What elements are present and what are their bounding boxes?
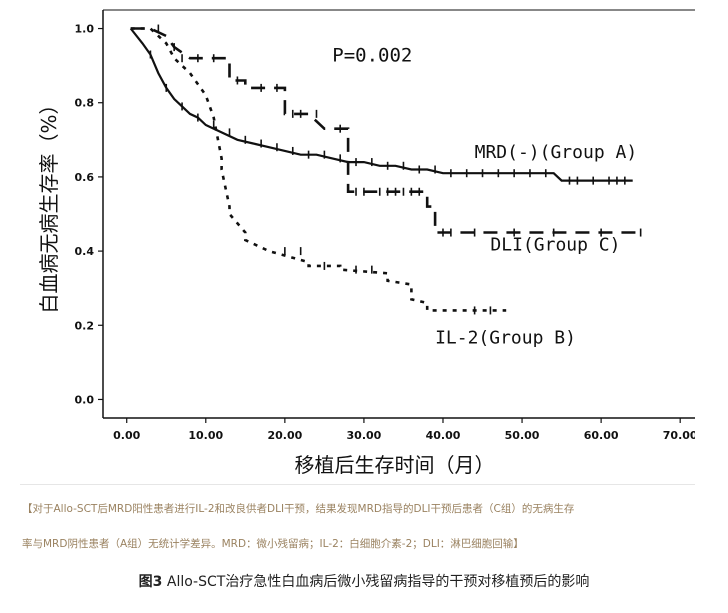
y-axis-title: 白血病无病生存率（%） bbox=[37, 94, 61, 313]
series-label-1: MRD(-)(Group A) bbox=[475, 142, 638, 163]
figure-caption-text: Allo-SCT治疗急性白血病后微小残留病指导的干预对移植预后的影响 bbox=[162, 574, 590, 590]
x-tick-label: 50.00 bbox=[505, 429, 540, 442]
y-tick-label: 0.2 bbox=[75, 319, 95, 332]
km-chart: 0.0 0.2 0.4 0.6 0.8 1.0 0.00 10.00 20.00 30.00 40.… bbox=[20, 0, 695, 482]
y-tick-label: 0.0 bbox=[75, 393, 95, 406]
series-label-2: DLI(Group C) bbox=[490, 235, 620, 256]
x-tick-label: 40.00 bbox=[426, 429, 461, 442]
y-tick-label: 0.4 bbox=[75, 245, 95, 258]
y-tick-label: 1.0 bbox=[75, 23, 95, 36]
y-tick-label: 0.8 bbox=[75, 97, 95, 110]
x-axis-title: 移植后生存时间（月） bbox=[295, 453, 495, 477]
x-tick-label: 0.00 bbox=[113, 429, 140, 442]
x-tick-label: 30.00 bbox=[347, 429, 382, 442]
figure-note-line-2: 率与MRD阴性患者（A组）无统计学差异。MRD：微小残留病；IL-2：白细胞介素… bbox=[22, 538, 524, 550]
series-line-2 bbox=[130, 27, 641, 234]
series-label-3: IL-2(Group B) bbox=[435, 327, 576, 348]
series-line-3 bbox=[130, 27, 507, 312]
x-tick-label: 10.00 bbox=[188, 429, 223, 442]
y-tick-label: 0.6 bbox=[75, 171, 95, 184]
x-tick-label: 70.00 bbox=[663, 429, 695, 442]
x-tick-label: 20.00 bbox=[267, 429, 302, 442]
figure-note-line-1: 【对于Allo-SCT后MRD阳性患者进行IL-2和改良供者DLI干预，结果发现… bbox=[22, 503, 575, 515]
x-tick-label: 60.00 bbox=[584, 429, 619, 442]
divider bbox=[20, 484, 695, 485]
figure-caption-label: 图3 bbox=[138, 574, 163, 590]
figure-caption: 图3 Allo-SCT治疗急性白血病后微小残留病指导的干预对移植预后的影响 bbox=[0, 571, 728, 591]
p-value-annotation: P=0.002 bbox=[332, 45, 412, 67]
chart-svg: 0.0 0.2 0.4 0.6 0.8 1.0 0.00 10.00 20.00 30.00 40.… bbox=[37, 9, 695, 477]
